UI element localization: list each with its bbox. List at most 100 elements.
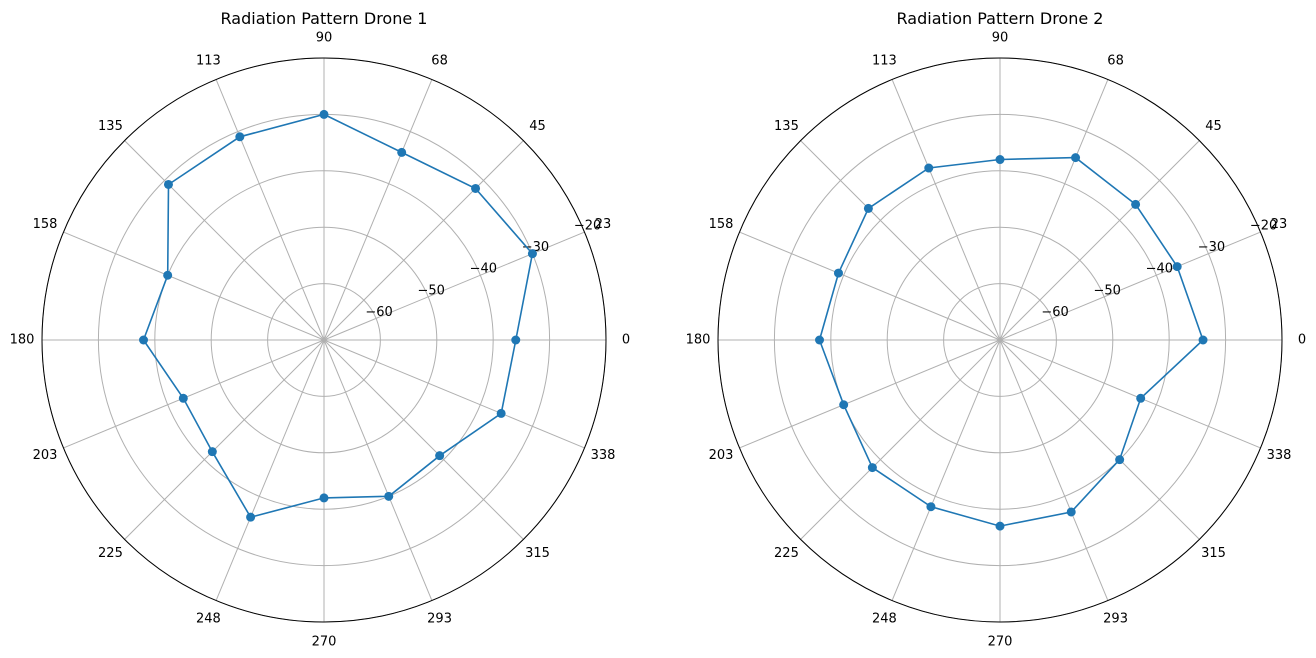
chart-title: Radiation Pattern Drone 1 — [221, 9, 428, 28]
r-tick-label: −60 — [1041, 305, 1068, 320]
theta-tick-label: 225 — [774, 546, 799, 561]
r-tick-label: −20 — [574, 219, 601, 234]
polar-frame — [717, 57, 1283, 623]
r-tick-label: −50 — [1093, 283, 1120, 298]
data-point — [207, 447, 217, 457]
angular-gridline — [124, 339, 325, 540]
data-point — [833, 268, 843, 278]
theta-tick-label: 113 — [196, 53, 221, 68]
angular-gridline — [800, 140, 1001, 341]
angular-gridline — [323, 79, 433, 341]
data-point — [1198, 335, 1208, 345]
angular-gridline — [323, 140, 524, 341]
theta-tick-label: 338 — [1267, 448, 1292, 463]
r-tick-label: −50 — [417, 283, 444, 298]
r-tick-label: −60 — [365, 305, 392, 320]
angular-gridline — [999, 339, 1109, 601]
theta-tick-label: 135 — [98, 119, 123, 134]
data-point — [815, 335, 825, 345]
theta-tick-label: 68 — [1107, 53, 1124, 68]
theta-tick-label: 158 — [33, 217, 58, 232]
angular-gridline — [323, 339, 433, 601]
data-point — [163, 179, 173, 189]
angular-gridline — [323, 339, 585, 449]
theta-tick-label: 0 — [1298, 333, 1306, 348]
theta-tick-label: 0 — [622, 333, 630, 348]
data-point — [178, 393, 188, 403]
angular-gridline — [63, 339, 325, 449]
r-tick-label: −30 — [1198, 240, 1225, 255]
theta-tick-label: 23 — [595, 217, 612, 232]
angular-gridline — [739, 339, 1001, 449]
data-point — [995, 521, 1005, 531]
data-point — [397, 147, 407, 157]
data-point — [527, 249, 537, 259]
data-point — [246, 512, 256, 522]
theta-tick-label: 225 — [98, 546, 123, 561]
angular-gridline — [999, 79, 1109, 341]
data-point — [867, 463, 877, 473]
data-point — [139, 335, 149, 345]
data-point — [435, 451, 445, 461]
data-point — [995, 155, 1005, 165]
theta-tick-label: 293 — [1103, 612, 1128, 627]
data-point — [319, 493, 329, 503]
data-point — [1066, 507, 1076, 517]
theta-tick-label: 135 — [774, 119, 799, 134]
theta-tick-label: 45 — [1205, 119, 1222, 134]
theta-tick-label: 45 — [529, 119, 546, 134]
theta-tick-label: 248 — [872, 612, 897, 627]
r-tick-label: −40 — [1146, 262, 1173, 277]
r-tick-label: −20 — [1250, 219, 1277, 234]
theta-tick-label: 180 — [10, 333, 35, 348]
chart-title: Radiation Pattern Drone 2 — [897, 9, 1104, 28]
polar-chart-drone-1: Radiation Pattern Drone 1 −60−50−40−30−2… — [10, 9, 631, 650]
theta-tick-label: 293 — [427, 612, 452, 627]
data-point — [1071, 153, 1081, 163]
angular-gridline — [124, 140, 325, 341]
data-point — [235, 132, 245, 142]
theta-tick-label: 90 — [992, 31, 1009, 46]
theta-tick-label: 315 — [1201, 546, 1226, 561]
data-point — [863, 203, 873, 213]
polar-frame — [41, 57, 607, 623]
r-tick-label: −40 — [470, 262, 497, 277]
theta-tick-label: 248 — [196, 612, 221, 627]
theta-tick-label: 203 — [33, 448, 58, 463]
data-point — [511, 335, 521, 345]
polar-chart-drone-2: Radiation Pattern Drone 2 −60 −50 −40 −30 −2… — [686, 9, 1307, 650]
angular-gridline — [63, 231, 325, 341]
theta-tick-label: 68 — [431, 53, 448, 68]
theta-tick-label: 338 — [591, 448, 616, 463]
angular-gridline — [891, 339, 1001, 601]
angular-gridline — [999, 140, 1200, 341]
angular-gridline — [215, 339, 325, 601]
angular-gridline — [891, 79, 1001, 341]
data-point — [839, 400, 849, 410]
theta-tick-label: 158 — [709, 217, 734, 232]
theta-tick-label: 23 — [1271, 217, 1288, 232]
angular-gridline — [800, 339, 1001, 540]
theta-tick-label: 90 — [316, 31, 333, 46]
data-point — [1172, 262, 1182, 272]
data-point — [471, 183, 481, 193]
angular-gridline — [215, 79, 325, 341]
angular-gridline — [739, 231, 1001, 341]
theta-tick-label: 180 — [686, 333, 711, 348]
angular-gridline — [323, 231, 585, 341]
data-point — [319, 109, 329, 119]
data-point — [384, 491, 394, 501]
data-point — [163, 270, 173, 280]
angular-gridline — [999, 339, 1200, 540]
angular-gridline — [323, 339, 524, 540]
angular-gridline — [999, 231, 1261, 341]
theta-tick-label: 113 — [872, 53, 897, 68]
data-point — [1131, 199, 1141, 209]
theta-tick-label: 270 — [312, 635, 337, 650]
theta-tick-label: 270 — [988, 635, 1013, 650]
data-point — [926, 502, 936, 512]
data-point — [1136, 393, 1146, 403]
angular-gridline — [999, 339, 1261, 449]
data-point — [1115, 455, 1125, 465]
